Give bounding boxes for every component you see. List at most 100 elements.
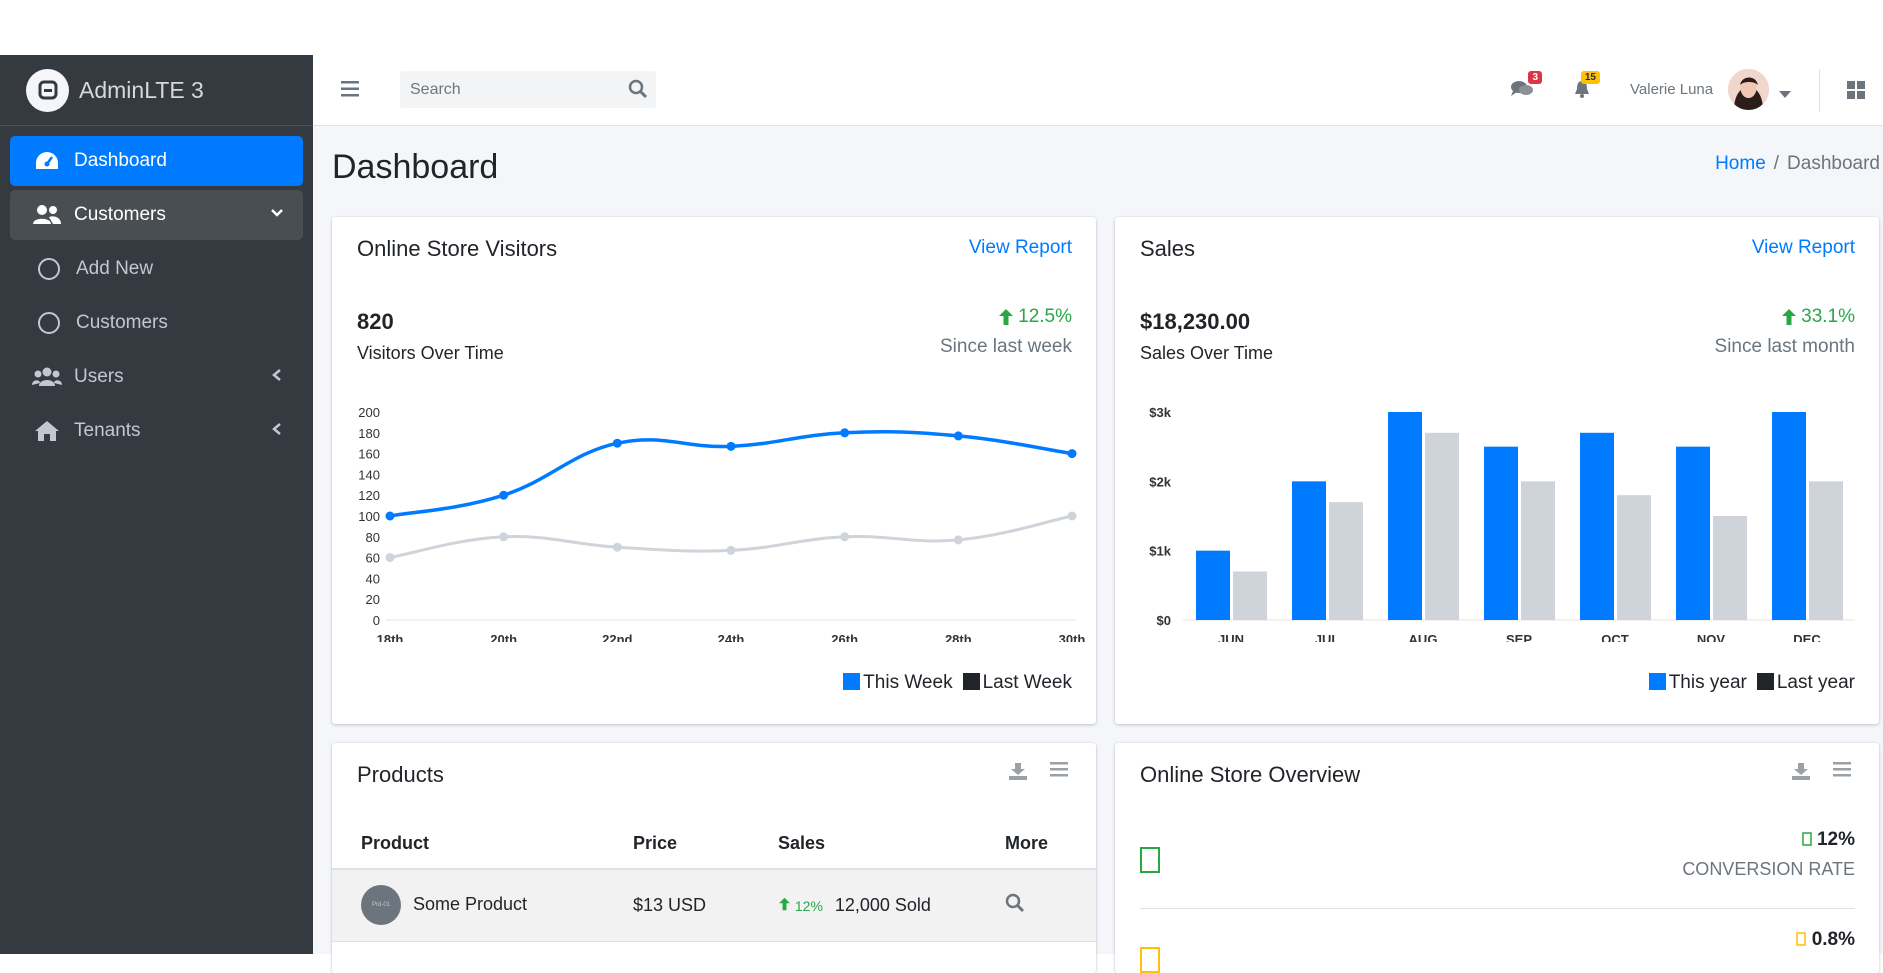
sales-change-value: 12% <box>794 897 823 914</box>
users-group-icon <box>32 365 62 389</box>
sales-bar-chart: $0 $1k $2k $3k JUN JUL AUG SEP OCT NOV DEC <box>1149 405 1855 642</box>
x-tick-label: SEP <box>1506 632 1532 642</box>
search-icon[interactable] <box>1005 893 1025 917</box>
conversion-icon <box>1140 847 1160 873</box>
data-point <box>612 438 622 448</box>
legend-label: Last Week <box>982 672 1072 693</box>
sidebar-item-add-new[interactable]: Add New <box>10 244 303 294</box>
table-row: Prd-01 Some Product $13 USD 12% 12,000 So… <box>332 869 1096 942</box>
circle-icon <box>34 311 64 335</box>
y-tick-label: $0 <box>1157 613 1171 628</box>
visitors-line-chart: 0 20 40 60 80 100 120 140 160 180 200 18th 20th 22nd 2… <box>358 405 1086 642</box>
sidebar-item-users[interactable]: Users <box>10 352 303 402</box>
search-input[interactable] <box>400 80 610 99</box>
messages-icon[interactable]: 3 <box>1510 71 1542 104</box>
data-point <box>385 511 395 521</box>
column-header: Product <box>332 819 604 870</box>
sales-total: $18,230.00 <box>1140 309 1251 334</box>
menu-toggle-icon[interactable] <box>341 80 361 103</box>
sidebar: AdminLTE 3 Dashboard Customers Add New <box>0 55 313 954</box>
bar-last-year <box>1329 502 1363 620</box>
search-icon[interactable] <box>628 79 648 104</box>
brand-name: AdminLTE 3 <box>79 76 204 103</box>
sidebar-item-tenants[interactable]: Tenants <box>10 406 303 456</box>
data-point <box>612 542 622 552</box>
caret-down-icon[interactable] <box>1779 86 1791 104</box>
overview-icon <box>1140 947 1160 973</box>
product-name: Some Product <box>413 894 528 914</box>
x-tick-label: OCT <box>1601 632 1629 642</box>
y-tick-label: 40 <box>366 571 380 586</box>
sidebar-item-customers-list[interactable]: Customers <box>10 298 303 348</box>
y-tick-label: $2k <box>1149 474 1171 489</box>
bar-this-year <box>1196 550 1230 620</box>
sales-card: Sales View Report $18,230.00 Sales Over … <box>1115 217 1879 724</box>
user-name[interactable]: Valerie Luna <box>1630 81 1714 98</box>
data-point <box>1067 511 1077 521</box>
bar-last-year <box>1713 516 1747 620</box>
chevron-down-icon <box>269 205 285 227</box>
y-tick-label: 80 <box>366 530 380 545</box>
y-tick-label: 200 <box>358 405 380 420</box>
products-table: Product Price Sales More Prd-01 Some Prod… <box>332 819 1096 942</box>
y-tick-label: 160 <box>358 447 380 462</box>
overview-label: CONVERSION RATE <box>1682 859 1855 879</box>
page-title: Dashboard <box>332 148 499 186</box>
breadcrumb-current: Dashboard <box>1787 153 1880 174</box>
card-title: Online Store Overview <box>1140 762 1361 787</box>
menu-icon[interactable] <box>1833 761 1851 786</box>
bell-icon[interactable]: 15 <box>1572 71 1600 104</box>
legend-label: This Week <box>863 672 953 693</box>
x-tick-label: NOV <box>1697 632 1726 642</box>
card-title: Sales <box>1140 236 1196 261</box>
grid-icon[interactable] <box>1847 81 1865 104</box>
bar-this-year <box>1772 412 1806 620</box>
legend-last-week: Last Week <box>962 672 1072 694</box>
more-cell <box>976 869 1096 942</box>
sidebar-item-label: Dashboard <box>74 150 167 171</box>
breadcrumb-home-link[interactable]: Home <box>1715 153 1766 174</box>
x-tick-label: JUL <box>1315 632 1340 642</box>
search-box <box>400 71 656 108</box>
sidebar-item-label: Customers <box>76 312 168 333</box>
product-cell: Prd-01 Some Product <box>332 869 604 942</box>
sidebar-item-label: Users <box>74 366 124 387</box>
bar-this-year <box>1676 446 1710 620</box>
view-report-link[interactable]: View Report <box>1751 237 1855 258</box>
download-icon[interactable] <box>1008 761 1028 786</box>
sales-change-value: 33.1% <box>1801 306 1855 327</box>
menu-icon[interactable] <box>1050 761 1068 786</box>
messages-badge: 3 <box>1528 71 1542 84</box>
sidebar-item-label: Add New <box>76 258 154 279</box>
sidebar-item-customers[interactable]: Customers <box>10 190 303 240</box>
visitors-count: 820 <box>357 309 394 334</box>
bar-last-year <box>1809 481 1843 620</box>
placeholder-icon <box>1796 932 1807 946</box>
bar-last-year <box>1233 571 1267 620</box>
notifications-badge: 15 <box>1580 71 1600 84</box>
sidebar-nav: Dashboard Customers Add New Customers <box>0 126 313 470</box>
download-icon[interactable] <box>1791 761 1811 786</box>
product-image: Prd-01 <box>361 885 401 926</box>
bar-this-year <box>1388 412 1422 620</box>
y-tick-label: 180 <box>358 426 380 441</box>
legend-this-year: This year <box>1648 672 1747 694</box>
divider <box>1819 69 1820 112</box>
sales-change: 33.1% <box>1781 306 1855 328</box>
overview-card: Online Store Overview 12% CONVERSION RAT… <box>1115 743 1879 973</box>
view-report-link[interactable]: View Report <box>968 237 1072 258</box>
data-point <box>726 545 736 555</box>
brand-link[interactable]: AdminLTE 3 <box>0 55 313 126</box>
bar-last-year <box>1617 495 1651 620</box>
y-tick-label: $1k <box>1149 544 1171 559</box>
data-point <box>1067 449 1077 459</box>
sales-label: Sales Over Time <box>1140 343 1274 363</box>
user-avatar[interactable] <box>1728 69 1769 110</box>
visitors-label: Visitors Over Time <box>357 343 504 363</box>
sidebar-item-dashboard[interactable]: Dashboard <box>10 136 303 186</box>
x-tick-label: AUG <box>1409 632 1438 642</box>
x-tick-label: 30th <box>1059 632 1086 642</box>
users-icon <box>32 203 62 227</box>
visitors-change: 12.5% <box>998 306 1072 328</box>
y-tick-label: 20 <box>366 592 380 607</box>
